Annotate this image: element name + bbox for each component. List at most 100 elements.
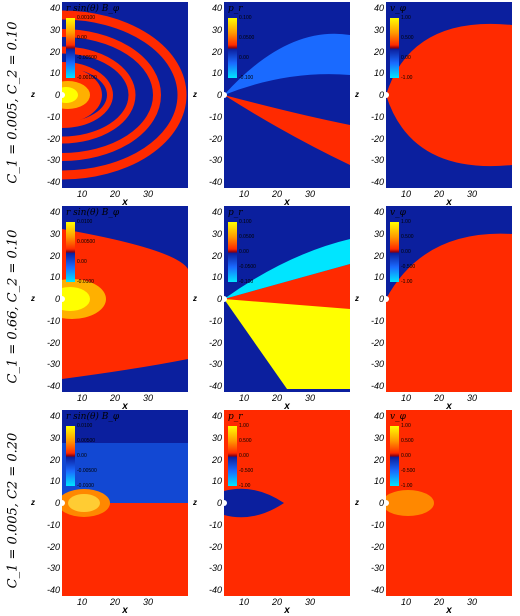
- field-image: [224, 2, 350, 188]
- y-axis-label: z: [31, 294, 35, 303]
- colorbar-tick-label: 0.00: [77, 259, 87, 265]
- x-tick-label: 20: [271, 189, 282, 199]
- colorbar-tick-label: 0.0500: [239, 234, 255, 240]
- field-image: [386, 2, 512, 188]
- y-tick-label: -10: [208, 111, 222, 122]
- x-axis-label: x: [284, 197, 290, 208]
- y-tick-label: 0: [216, 294, 222, 304]
- x-tick-label: 20: [271, 597, 282, 607]
- field-peak: [224, 299, 350, 389]
- x-axis-label: x: [122, 401, 128, 412]
- y-tick-label: 10: [373, 476, 384, 487]
- y-tick-label: 40: [373, 3, 384, 13]
- colorbar-tick-label: -0.00500: [77, 468, 97, 474]
- y-tick-label: -20: [370, 541, 384, 552]
- y-tick-label: 0: [54, 498, 60, 508]
- y-tick-label: -10: [208, 315, 222, 326]
- x-tick-label: 20: [433, 597, 444, 607]
- y-tick-label: -20: [208, 541, 222, 552]
- x-axis-label: x: [122, 605, 128, 616]
- x-tick-label: 10: [238, 597, 249, 607]
- colorbar-tick-label: 0.00: [401, 249, 411, 255]
- y-axis-label: z: [31, 90, 35, 99]
- origin-dot: [221, 92, 227, 98]
- plot-panel: 40 30 20 10 0 -10 -20 -30 -40 z 10 20 30 x p_r 1.00 0.50…: [192, 410, 352, 616]
- colorbar-tick-label: -0.00500: [77, 55, 97, 61]
- colorbar-tick-label: 0.500: [239, 438, 252, 444]
- y-tick-label: -20: [208, 337, 222, 348]
- colorbar-tick-label: 0.100: [239, 219, 252, 225]
- y-tick-label: -20: [46, 337, 60, 348]
- colorbar-title: v_φ: [390, 4, 406, 14]
- colorbar-title: r sin(θ) B_φ: [66, 4, 120, 14]
- x-tick-label: 30: [142, 189, 153, 199]
- colorbar-tick-label: -0.0500: [239, 264, 256, 270]
- y-tick-label: -30: [208, 155, 222, 166]
- field-svg: [224, 206, 350, 392]
- field-peak: [62, 287, 90, 311]
- y-tick-label: 30: [49, 24, 60, 35]
- field-arc: [62, 46, 136, 144]
- colorbar-tick-label: 0.00: [239, 453, 249, 459]
- origin-dot: [221, 296, 227, 302]
- y-tick-label: -40: [46, 381, 60, 391]
- row-label-text: C_1 = 0.005, C_2 = 0.10: [5, 20, 21, 184]
- x-axis-label: x: [284, 605, 290, 616]
- y-tick-label: -20: [46, 133, 60, 144]
- x-tick-label: 30: [466, 393, 477, 403]
- x-tick-label: 20: [109, 393, 120, 403]
- field-svg: [62, 2, 188, 188]
- y-tick-label: 10: [211, 476, 222, 487]
- y-tick-label: 20: [49, 46, 60, 57]
- field-arc: [62, 10, 187, 180]
- colorbar-title: r sin(θ) B_φ: [66, 208, 120, 218]
- y-tick-label: 20: [373, 454, 384, 465]
- y-axis-label: z: [193, 90, 197, 99]
- y-tick-label: 20: [211, 46, 222, 57]
- y-tick-label: 30: [211, 24, 222, 35]
- origin-dot: [383, 296, 389, 302]
- x-tick-label: 30: [466, 597, 477, 607]
- colorbar-title: p_r: [228, 412, 243, 422]
- y-tick-label: -30: [370, 563, 384, 574]
- field-arc: [62, 29, 161, 161]
- field-svg: [224, 410, 350, 596]
- colorbar-tick-label: 0.00: [239, 55, 249, 61]
- y-tick-label: 20: [211, 454, 222, 465]
- x-tick-label: 10: [76, 597, 87, 607]
- field-svg: [62, 410, 188, 596]
- plot-panel: 40 30 20 10 0 -10 -20 -30 -40 z 10 20 30 x v_φ 1.00 0.50…: [354, 410, 514, 616]
- y-tick-label: 0: [378, 294, 384, 304]
- y-tick-label: -10: [370, 519, 384, 530]
- y-tick-label: 10: [373, 272, 384, 283]
- y-tick-label: -30: [46, 359, 60, 370]
- x-tick-label: 20: [109, 597, 120, 607]
- y-axis-label: z: [355, 294, 359, 303]
- colorbar: [390, 426, 399, 486]
- colorbar: [66, 18, 75, 78]
- y-tick-label: -40: [370, 585, 384, 595]
- x-tick-label: 20: [433, 189, 444, 199]
- y-tick-label: 0: [216, 90, 222, 100]
- colorbar-tick-label: 0.100: [239, 15, 252, 21]
- y-tick-label: -10: [46, 519, 60, 530]
- origin-dot: [383, 92, 389, 98]
- y-tick-label: -20: [46, 541, 60, 552]
- y-tick-label: 0: [378, 498, 384, 508]
- colorbar: [228, 426, 237, 486]
- x-tick-label: 20: [271, 393, 282, 403]
- colorbar: [228, 222, 237, 282]
- field-bubble: [224, 488, 284, 518]
- y-tick-label: 30: [211, 228, 222, 239]
- y-tick-label: 10: [49, 476, 60, 487]
- field-lobe: [386, 233, 512, 392]
- y-tick-label: 40: [49, 411, 60, 421]
- y-tick-label: 30: [211, 432, 222, 443]
- colorbar-tick-label: 0.00100: [77, 15, 96, 21]
- plot-panel: 40 30 20 10 0 -10 -20 -30 -40 z 10 20 30 x v_φ 1.00 0.50…: [354, 206, 514, 412]
- x-tick-label: 10: [238, 189, 249, 199]
- field-image: [62, 410, 188, 596]
- y-tick-label: -10: [208, 519, 222, 530]
- colorbar: [228, 18, 237, 78]
- y-axis-label: z: [31, 498, 35, 507]
